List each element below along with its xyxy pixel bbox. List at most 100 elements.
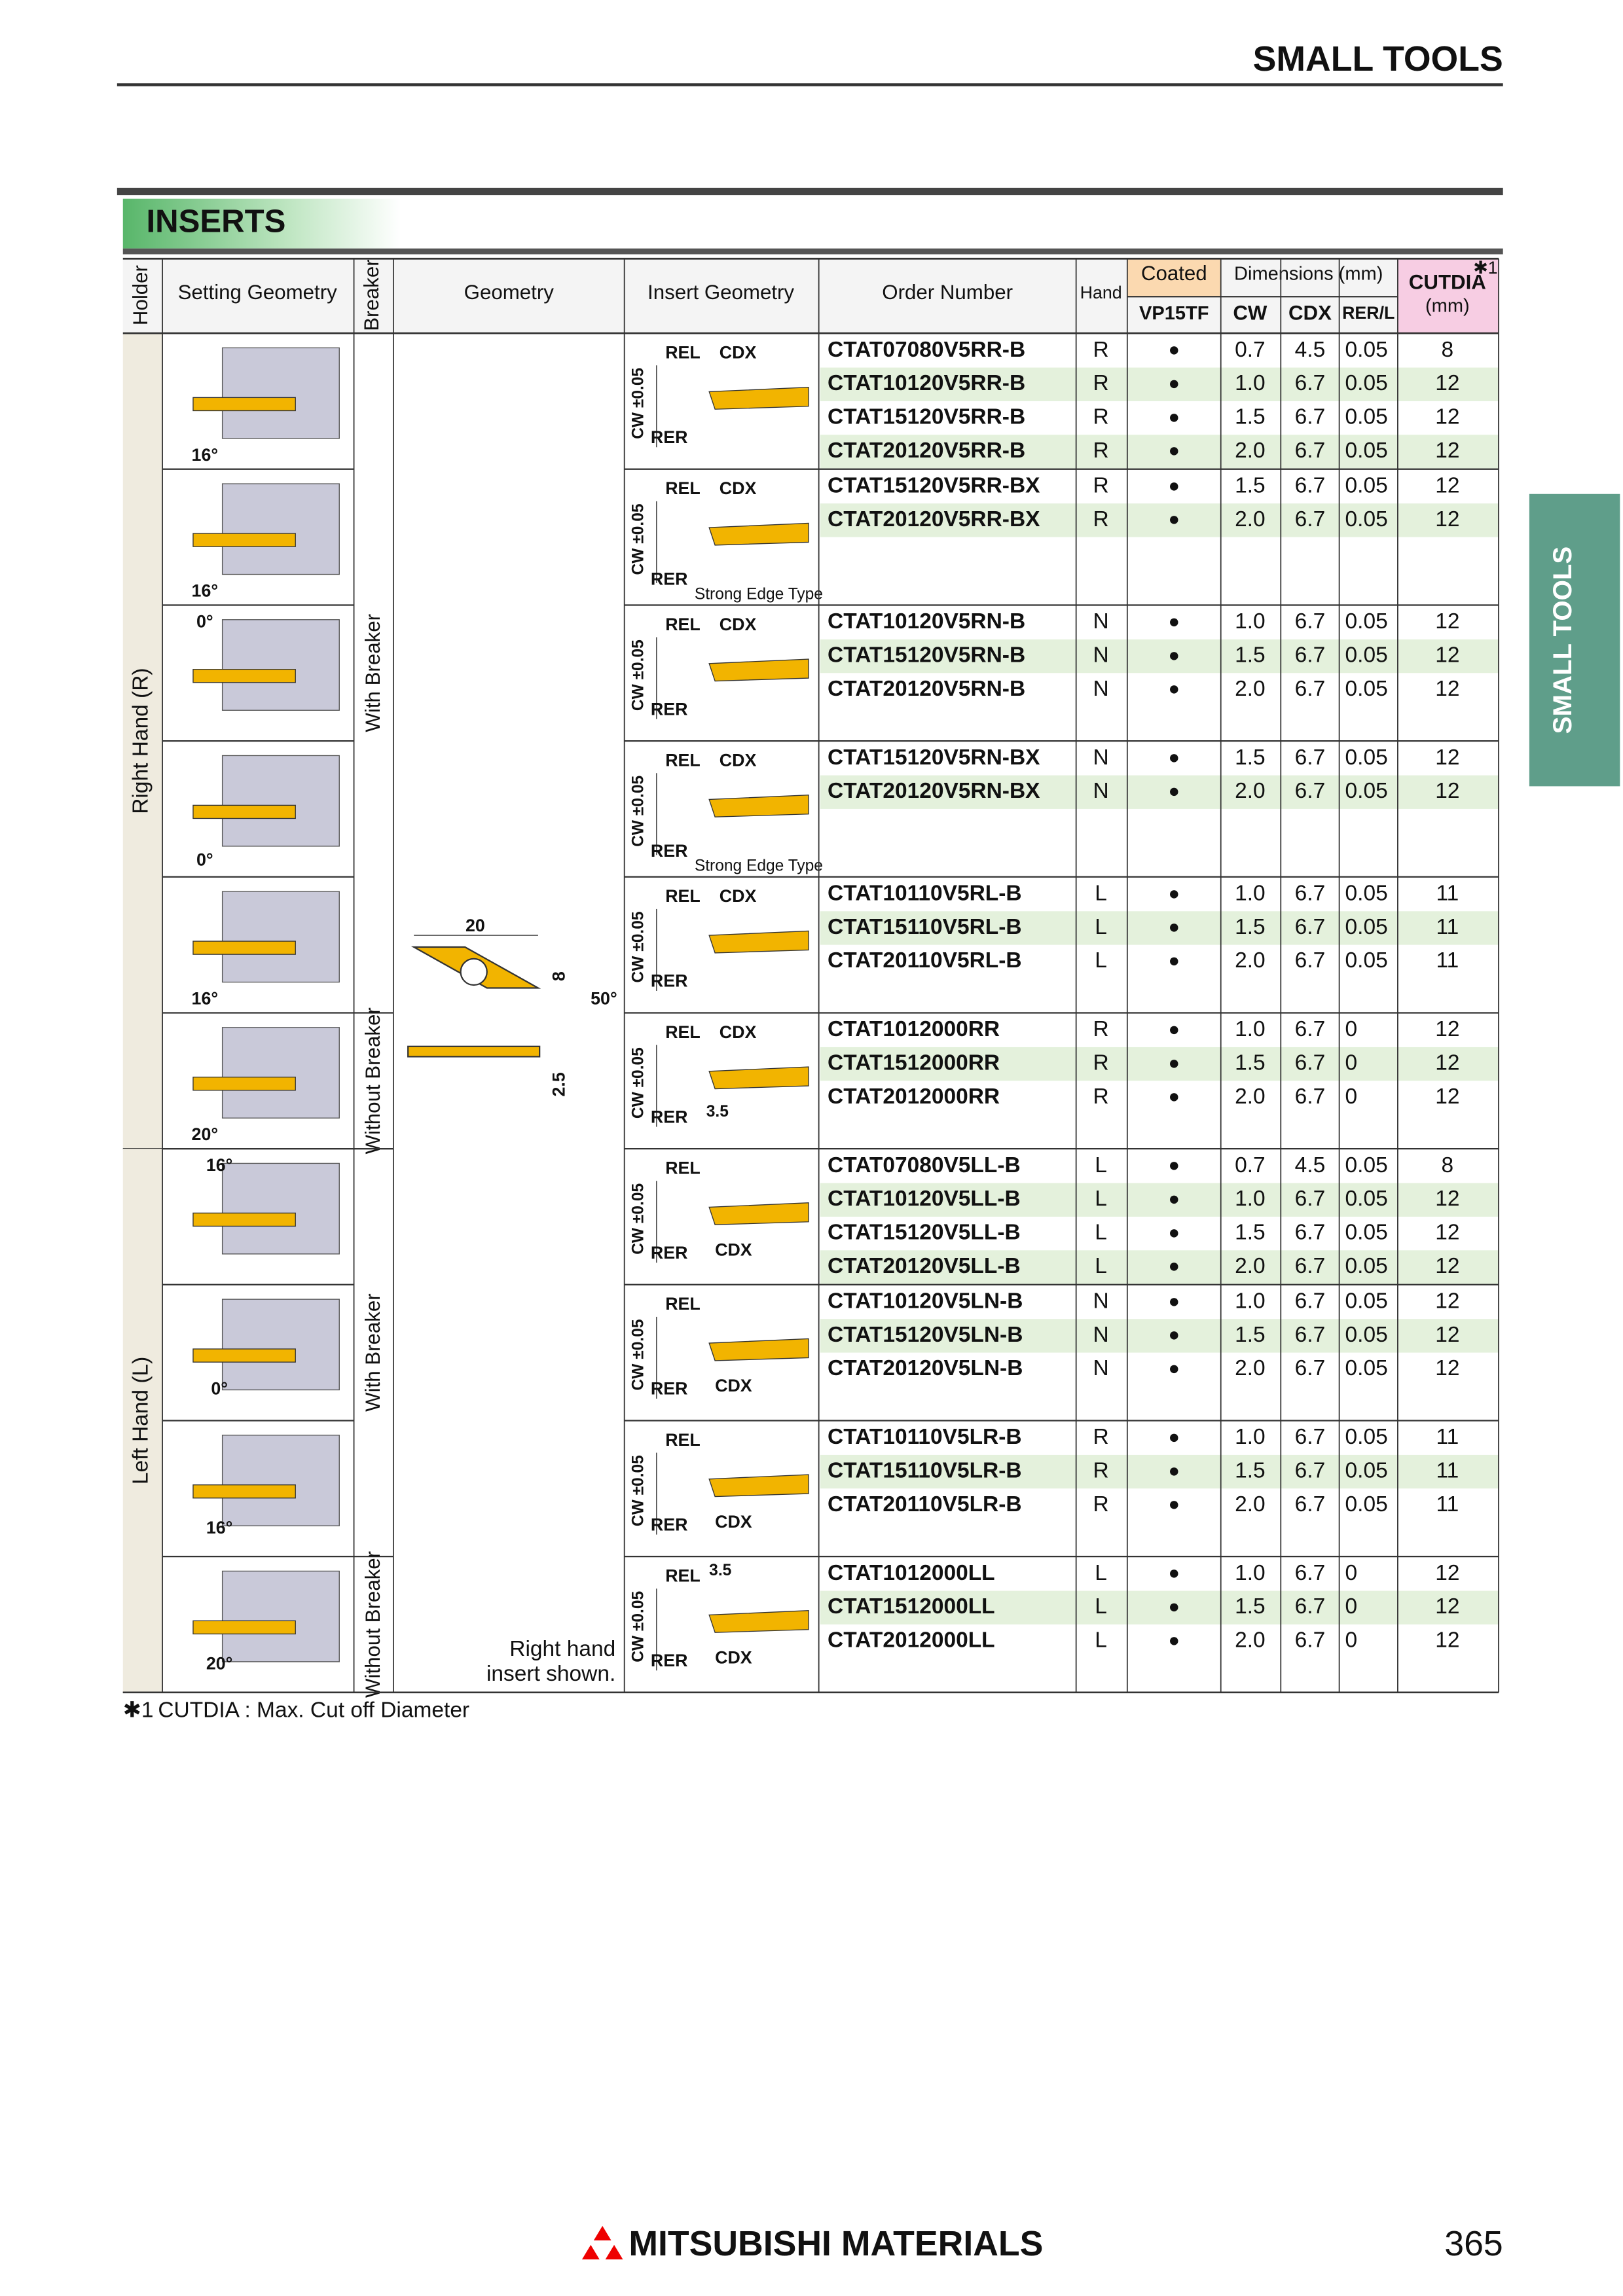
cw: 1.5 xyxy=(1235,643,1266,667)
insert-geometry-sketch xyxy=(708,1474,809,1498)
order-number: CTAT20120V5RR-BX xyxy=(828,507,1040,531)
breaker-label: Without Breaker xyxy=(361,1551,384,1698)
coated: ● xyxy=(1169,781,1180,802)
cw: 2.0 xyxy=(1235,1254,1266,1278)
insert-geometry-label: CDX xyxy=(720,615,757,634)
rer: 0.05 xyxy=(1345,473,1388,497)
hand: N xyxy=(1093,643,1109,667)
cw: 0.7 xyxy=(1235,1153,1266,1177)
page-number: 365 xyxy=(1444,2224,1503,2263)
cw: 1.5 xyxy=(1235,1050,1266,1075)
rer: 0.05 xyxy=(1345,1356,1388,1380)
hand: N xyxy=(1093,677,1109,701)
insert-sketch xyxy=(192,669,296,683)
cdx: 6.7 xyxy=(1295,1323,1326,1347)
insert-geometry-sketch xyxy=(708,658,809,682)
order-number: CTAT15110V5LR-B xyxy=(828,1458,1022,1482)
setting-angle: 0° xyxy=(196,611,213,631)
insert-geometry-label: CDX xyxy=(720,342,757,362)
cdx: 6.7 xyxy=(1295,1289,1326,1313)
cutdia: 11 xyxy=(1436,1425,1459,1449)
setting-angle: 0° xyxy=(196,850,213,869)
cdx: 6.7 xyxy=(1295,439,1326,463)
holder-label: Right Hand (R) xyxy=(129,668,153,814)
cdx: 6.7 xyxy=(1295,1220,1326,1244)
cdx: 6.7 xyxy=(1295,1561,1326,1585)
rer: 0.05 xyxy=(1345,915,1388,939)
order-number: CTAT1512000RR xyxy=(828,1050,1000,1075)
cdx: 6.7 xyxy=(1295,1017,1326,1041)
header-cell: CDX xyxy=(1288,301,1332,324)
header-cell: CUTDIA xyxy=(1409,270,1486,293)
cdx: 6.7 xyxy=(1295,1628,1326,1652)
coated: ● xyxy=(1169,883,1180,904)
hand: N xyxy=(1093,609,1109,634)
order-number: CTAT1012000LL xyxy=(828,1561,995,1585)
header-cell: RER/L xyxy=(1342,303,1395,323)
cdx: 6.7 xyxy=(1295,1492,1326,1516)
insert-geometry-label: CDX xyxy=(720,478,757,498)
cdx: 4.5 xyxy=(1295,338,1326,362)
row-stripe xyxy=(820,1047,1499,1081)
cdx: 4.5 xyxy=(1295,1153,1326,1177)
insert-geometry-label: CDX xyxy=(715,1512,752,1532)
cw: 1.0 xyxy=(1235,1289,1266,1313)
insert-geometry-label: REL xyxy=(665,886,701,906)
order-number: CTAT15120V5RN-B xyxy=(828,643,1025,667)
rer: 0.05 xyxy=(1345,1153,1388,1177)
insert-geometry-label: CW ±0.05 xyxy=(629,911,647,982)
cdx: 6.7 xyxy=(1295,404,1326,429)
cw: 1.0 xyxy=(1235,609,1266,634)
cutdia: 12 xyxy=(1435,1356,1459,1380)
cutdia: 12 xyxy=(1435,1323,1459,1347)
hand: R xyxy=(1093,1492,1109,1516)
rer: 0.05 xyxy=(1345,1425,1388,1449)
insert-geometry-label: 3.5 xyxy=(709,1562,731,1579)
coated: ● xyxy=(1169,917,1180,938)
rer: 0.05 xyxy=(1345,1323,1388,1347)
coated: ● xyxy=(1169,1630,1180,1651)
insert-geometry-label: RER xyxy=(651,1243,688,1263)
cutdia: 12 xyxy=(1435,1220,1459,1244)
hand: L xyxy=(1095,915,1107,939)
order-number: CTAT07080V5LL-B xyxy=(828,1153,1021,1177)
hand: L xyxy=(1095,1594,1107,1619)
cutdia: 12 xyxy=(1435,371,1459,395)
order-number: CTAT20120V5LL-B xyxy=(828,1254,1021,1278)
insert-geometry-label: RER xyxy=(651,1379,688,1399)
rer: 0.05 xyxy=(1345,1289,1388,1313)
insert-geometry-sketch xyxy=(708,930,809,954)
cw: 1.5 xyxy=(1235,473,1266,497)
coated: ● xyxy=(1169,1596,1180,1617)
row-stripe xyxy=(820,1590,1499,1624)
cw: 1.5 xyxy=(1235,1220,1266,1244)
row-stripe xyxy=(820,775,1499,809)
row-stripe xyxy=(820,911,1499,945)
hand: N xyxy=(1093,1289,1109,1313)
insert-geometry-label: REL xyxy=(665,750,701,770)
cutdia: 12 xyxy=(1435,439,1459,463)
cdx: 6.7 xyxy=(1295,473,1326,497)
cdx: 6.7 xyxy=(1295,1425,1326,1449)
insert-sketch xyxy=(192,804,296,819)
insert-sketch xyxy=(192,397,296,412)
coated: ● xyxy=(1169,440,1180,461)
order-number: CTAT20110V5LR-B xyxy=(828,1492,1022,1516)
cw: 1.5 xyxy=(1235,745,1266,770)
header-cell: Coated xyxy=(1141,262,1207,285)
insert-geometry-label: RER xyxy=(651,699,688,719)
cw: 1.0 xyxy=(1235,1561,1266,1585)
hand: N xyxy=(1093,1323,1109,1347)
hand: L xyxy=(1095,881,1107,905)
insert-geometry-label: CW ±0.05 xyxy=(629,1455,647,1526)
cw: 2.0 xyxy=(1235,1628,1266,1652)
coated: ● xyxy=(1169,611,1180,632)
cutdia: 11 xyxy=(1436,915,1459,939)
order-number: CTAT10120V5RR-B xyxy=(828,371,1025,395)
coated: ● xyxy=(1169,373,1180,394)
geometry-note: insert shown. xyxy=(486,1662,615,1686)
insert-geometry-label: REL xyxy=(665,342,701,362)
hand: R xyxy=(1093,404,1109,429)
cdx: 6.7 xyxy=(1295,915,1326,939)
holder-label: Left Hand (L) xyxy=(129,1357,153,1484)
